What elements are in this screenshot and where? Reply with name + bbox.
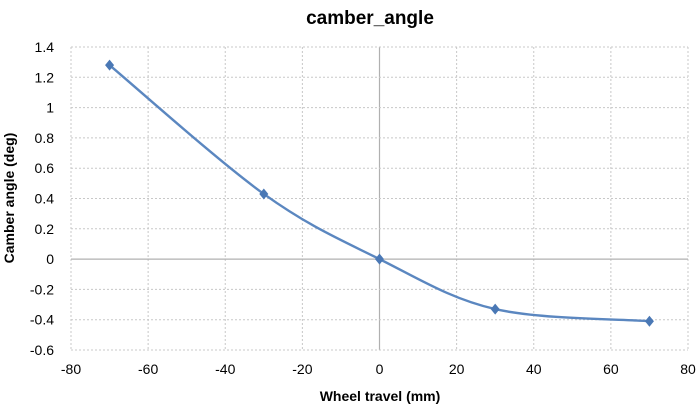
- y-tick-label: -0.2: [30, 281, 54, 297]
- y-tick-label: -0.6: [30, 342, 54, 358]
- y-tick-label: 0.8: [35, 130, 55, 146]
- x-tick-label: -80: [61, 361, 81, 377]
- x-axis-ticks: -80 -60 -40 -20 0 20 40 60 80: [61, 361, 696, 377]
- y-tick-label: 0: [46, 251, 54, 267]
- y-tick-label: 1.2: [35, 69, 55, 85]
- data-point-marker: [490, 303, 500, 315]
- y-tick-label: 1: [46, 100, 54, 116]
- y-tick-label: -0.4: [30, 312, 54, 328]
- x-tick-label: 60: [603, 361, 619, 377]
- series-layer: [105, 59, 654, 327]
- x-tick-label: 80: [680, 361, 696, 377]
- data-point-marker: [105, 59, 115, 71]
- y-tick-label: 0.6: [35, 160, 55, 176]
- x-tick-label: -60: [138, 361, 158, 377]
- chart-title: camber_angle: [306, 8, 434, 29]
- x-tick-label: -40: [215, 361, 235, 377]
- x-tick-label: -20: [292, 361, 312, 377]
- y-axis-ticks: -0.6 -0.4 -0.2 0 0.2 0.4 0.6 0.8 1 1.2 1.4: [30, 39, 54, 358]
- data-point-marker: [644, 315, 654, 327]
- data-point-marker: [259, 188, 269, 200]
- x-tick-label: 20: [449, 361, 465, 377]
- x-axis-label: Wheel travel (mm): [320, 388, 441, 404]
- x-tick-label: 0: [376, 361, 384, 377]
- y-tick-label: 1.4: [35, 39, 55, 55]
- y-tick-label: 0.2: [35, 221, 55, 237]
- y-tick-label: 0.4: [35, 191, 55, 207]
- y-axis-label: Camber angle (deg): [1, 133, 17, 264]
- x-tick-label: 40: [526, 361, 542, 377]
- gridlines: [70, 46, 689, 351]
- data-point-marker: [375, 253, 384, 265]
